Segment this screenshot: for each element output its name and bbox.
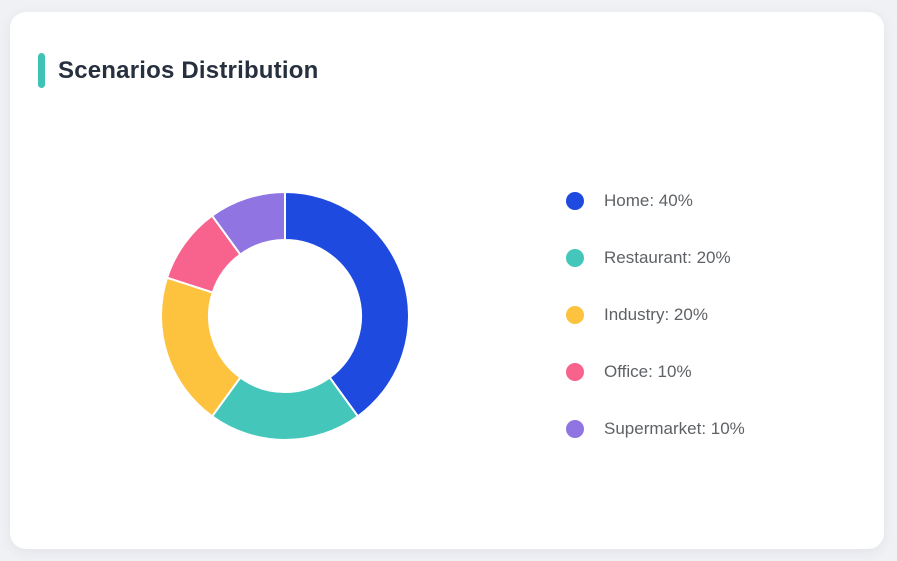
legend-label-supermarket: Supermarket: 10% <box>604 419 745 438</box>
chart-legend: Home: 40% Restaurant: 20% Industry: 20% Off… <box>566 191 745 439</box>
legend-swatch-restaurant <box>566 249 584 267</box>
legend-swatch-office <box>566 363 584 381</box>
card-header: Scenarios Distribution <box>38 53 318 88</box>
chart-card: Scenarios Distribution Home: 40% Restaura… <box>10 12 884 549</box>
legend-item-office[interactable]: Office: 10% <box>566 362 745 382</box>
legend-label-office: Office: 10% <box>604 362 692 381</box>
legend-item-home[interactable]: Home: 40% <box>566 191 745 211</box>
legend-label-industry: Industry: 20% <box>604 305 708 324</box>
donut-segment-home[interactable] <box>284 191 410 418</box>
legend-item-supermarket[interactable]: Supermarket: 10% <box>566 419 745 439</box>
legend-swatch-industry <box>566 306 584 324</box>
donut-segment-industry[interactable] <box>160 276 242 418</box>
donut-segment-supermarket[interactable] <box>211 191 286 256</box>
title-accent-bar <box>38 53 45 88</box>
legend-item-industry[interactable]: Industry: 20% <box>566 305 745 325</box>
donut-chart <box>160 191 410 441</box>
legend-swatch-supermarket <box>566 420 584 438</box>
legend-swatch-home <box>566 192 584 210</box>
legend-item-restaurant[interactable]: Restaurant: 20% <box>566 248 745 268</box>
legend-label-home: Home: 40% <box>604 191 693 210</box>
legend-label-restaurant: Restaurant: 20% <box>604 248 731 267</box>
chart-title: Scenarios Distribution <box>58 56 319 84</box>
